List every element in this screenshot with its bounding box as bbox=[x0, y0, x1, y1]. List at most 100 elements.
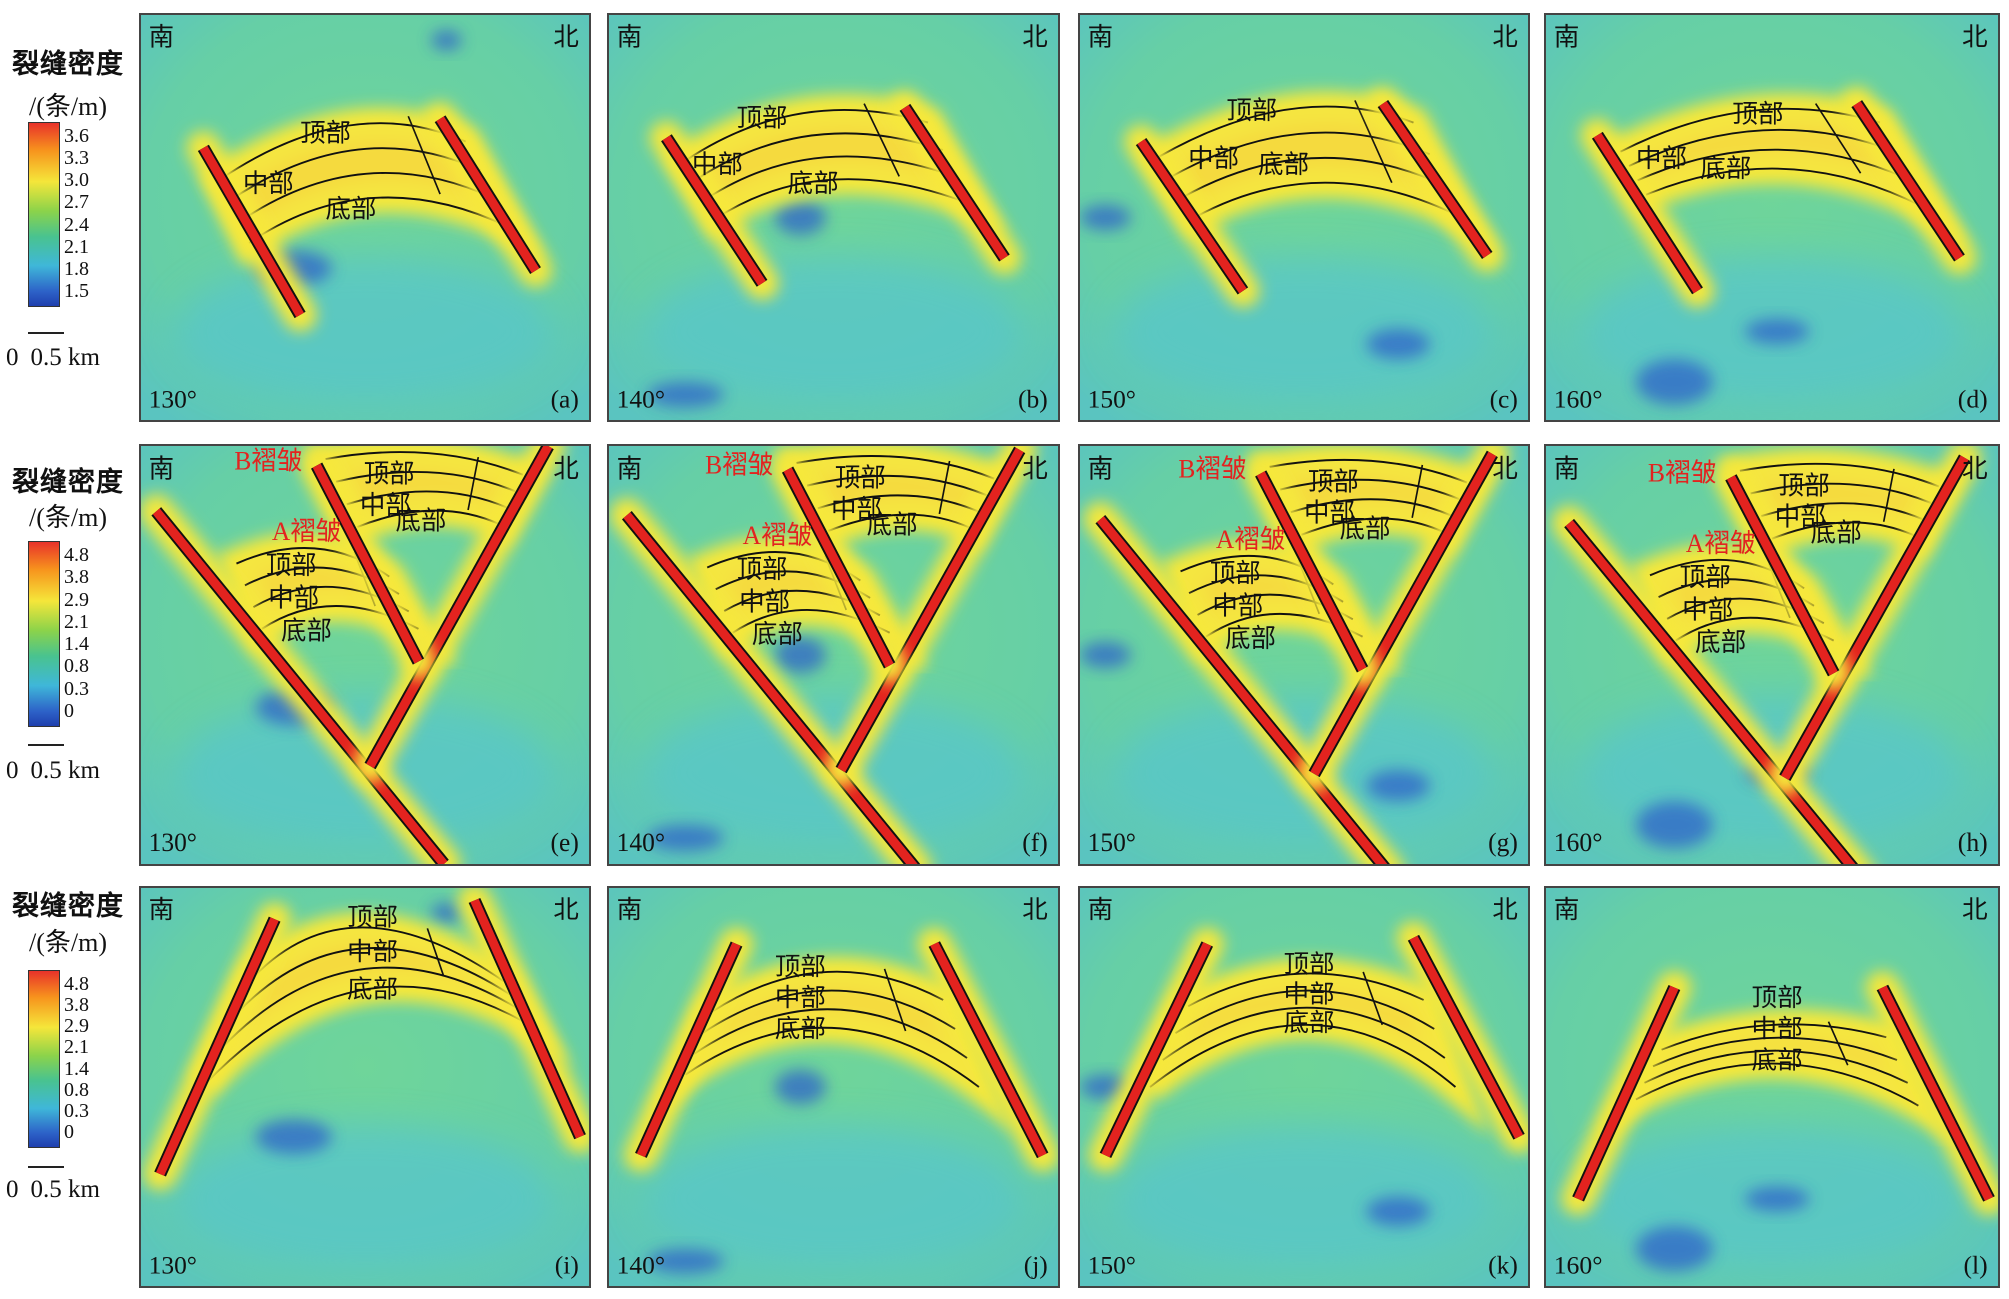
band-line bbox=[863, 103, 900, 177]
band-line bbox=[716, 178, 973, 219]
band-line bbox=[938, 460, 951, 515]
panel-text: 北 bbox=[1962, 896, 1988, 924]
colorbar-tick-label: 1.8 bbox=[64, 257, 89, 280]
panel-text: (b) bbox=[1018, 385, 1048, 413]
scale-text: 0 0.5 km bbox=[6, 1176, 100, 1204]
colorbar-tick-label: 2.1 bbox=[64, 610, 89, 633]
panel-text: B褶皱 bbox=[234, 446, 302, 475]
low-spot bbox=[1635, 801, 1713, 849]
colorbar bbox=[28, 122, 60, 307]
panel-text: 140° bbox=[617, 828, 665, 857]
band-line bbox=[1269, 458, 1468, 484]
map-panel: 顶部 中部 底部 南 北 130° (i) bbox=[139, 886, 591, 1288]
fault bbox=[1256, 471, 1367, 672]
panel-text: (l) bbox=[1963, 1252, 1987, 1280]
panel-text: 130° bbox=[149, 1253, 197, 1280]
colorbar-tick-label: 3.0 bbox=[64, 169, 89, 192]
fault bbox=[470, 898, 585, 1139]
panel-text: 南 bbox=[1554, 454, 1580, 483]
fault bbox=[436, 116, 540, 274]
panel-text: (d) bbox=[1958, 385, 1988, 414]
band-line bbox=[220, 966, 522, 1050]
panel-text: B褶皱 bbox=[1648, 458, 1717, 487]
panel-text: 北 bbox=[1022, 897, 1048, 924]
panel-text: 北 bbox=[1492, 23, 1517, 51]
panel-text: 南 bbox=[1088, 896, 1113, 924]
low-spot bbox=[1080, 641, 1131, 669]
panel-text: 底部 bbox=[775, 1016, 826, 1044]
low-spot bbox=[1745, 318, 1810, 345]
band-line bbox=[710, 970, 944, 1014]
panel-text: 150° bbox=[1088, 385, 1136, 413]
colorbar-tick-label: 2.7 bbox=[64, 191, 89, 214]
panel-text: 南 bbox=[1554, 23, 1580, 52]
panel-text: 中部 bbox=[1682, 595, 1733, 624]
low-spot bbox=[1635, 359, 1713, 405]
colorbar-tick-label: 0.8 bbox=[64, 1078, 89, 1101]
band-line bbox=[1280, 478, 1460, 501]
colorbar-tick-label: 0.3 bbox=[64, 677, 89, 700]
band-line bbox=[1645, 167, 1932, 213]
panel-text: 160° bbox=[1554, 828, 1603, 857]
panel-text: (j) bbox=[1024, 1253, 1048, 1280]
colorbar-tick-label: 0.3 bbox=[64, 1099, 89, 1122]
map-panel: 顶部 中部 底部 南 北 160° (l) bbox=[1544, 886, 2000, 1288]
map-panel: 顶部 中部 底部 南 北 150° (c) bbox=[1078, 13, 1530, 422]
panel-text: 底部 bbox=[1225, 624, 1276, 653]
band bbox=[219, 123, 511, 243]
panel-text: 150° bbox=[1088, 1253, 1136, 1280]
low-spot bbox=[1635, 1226, 1713, 1272]
band-line bbox=[236, 947, 513, 1014]
panel-text: B褶皱 bbox=[1178, 454, 1246, 483]
band-line bbox=[702, 989, 956, 1034]
colorbar-tick-label: 0 bbox=[64, 699, 74, 722]
panel-text: 底部 bbox=[788, 170, 839, 198]
panel-text: 北 bbox=[1492, 454, 1518, 483]
colorbar-tick-label: 2.1 bbox=[64, 235, 89, 258]
low-spot bbox=[1080, 204, 1131, 231]
fault bbox=[1137, 139, 1247, 294]
low-spot bbox=[647, 824, 724, 851]
panel-text: 顶部 bbox=[1210, 559, 1261, 588]
panel-text: 南 bbox=[617, 23, 643, 51]
map-panel: 顶部 中部 底部 南 北 160° (d) bbox=[1544, 13, 2000, 422]
panel-text: 140° bbox=[617, 385, 665, 413]
band-line bbox=[238, 172, 496, 223]
low-zone bbox=[1113, 255, 1495, 408]
panel-text: 底部 bbox=[347, 976, 398, 1004]
band-line bbox=[1739, 462, 1940, 488]
fault bbox=[1593, 132, 1702, 294]
map-panel: A褶皱 B褶皱 顶部 中部 底部 顶部 中部 底部南北 150° (g) bbox=[1078, 444, 1530, 866]
band-line bbox=[467, 456, 480, 511]
band-line bbox=[1814, 103, 1862, 174]
band-line bbox=[1661, 1023, 1887, 1051]
panel-text: 中部 bbox=[1304, 498, 1355, 527]
panel-text: 底部 bbox=[281, 616, 332, 645]
fault bbox=[1310, 451, 1497, 777]
panel-text: 130° bbox=[149, 828, 197, 857]
panel-text: A褶皱 bbox=[1686, 529, 1756, 558]
panel-text: 160° bbox=[1554, 385, 1603, 414]
panel-text: 中部 bbox=[739, 587, 790, 616]
scale-end: 0.5 km bbox=[30, 757, 100, 784]
band-line bbox=[1635, 1062, 1919, 1107]
panel-text: 中部 bbox=[268, 583, 319, 612]
panel-text: 顶部 bbox=[300, 120, 351, 148]
panel-text: 顶部 bbox=[1751, 985, 1802, 1013]
panel-text: 150° bbox=[1088, 828, 1136, 857]
low-spot bbox=[1366, 328, 1430, 360]
panel-text: A褶皱 bbox=[743, 521, 813, 550]
panel-text: A褶皱 bbox=[272, 517, 341, 546]
low-zone bbox=[1113, 1124, 1495, 1274]
band bbox=[685, 971, 979, 1087]
map-panel: A褶皱 B褶皱 顶部 中部 底部 顶部 中部 底部南北 130° (e) bbox=[139, 444, 591, 866]
map-panel: A褶皱 B褶皱 顶部 中部 底部 顶部 中部 底部南北 140° (f) bbox=[607, 444, 1060, 866]
band-line bbox=[1771, 521, 1917, 540]
fault bbox=[1878, 985, 1994, 1201]
low-zone bbox=[174, 1124, 556, 1274]
panel-text: 中部 bbox=[1212, 591, 1263, 620]
